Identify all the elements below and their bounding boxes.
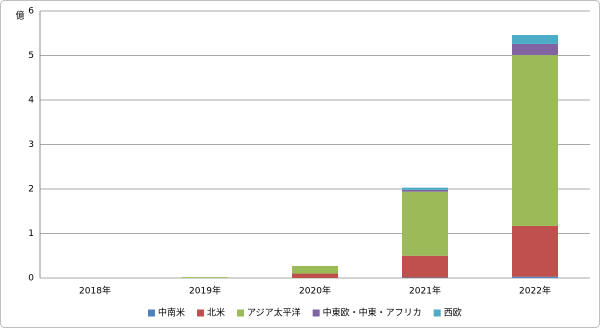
y-tick-label: 3 (28, 140, 34, 150)
legend-label: 中東欧・中東・アフリカ (323, 307, 422, 319)
x-tick-label: 2019年 (189, 285, 221, 297)
bar-segment (402, 191, 448, 256)
bar-segment (512, 35, 558, 44)
bar-segment (292, 273, 338, 278)
legend-swatch (433, 309, 441, 317)
x-tick-label: 2020年 (299, 285, 331, 297)
legend-label: 西欧 (444, 307, 462, 319)
y-tick-label: 0 (28, 274, 34, 284)
y-tick-label: 5 (28, 51, 34, 61)
legend-swatch (148, 309, 155, 317)
legend-swatch (197, 309, 205, 317)
bar-segment (512, 55, 558, 226)
legend-label: 中南米 (158, 307, 185, 319)
y-axis-label: 億 (15, 10, 24, 22)
x-tick-label: 2018年 (79, 285, 111, 297)
y-tick-label: 2 (28, 185, 34, 195)
y-tick-label: 4 (28, 96, 34, 106)
bar-segment (402, 187, 448, 190)
legend-label: アジア太平洋 (247, 307, 301, 319)
legend-swatch (312, 309, 320, 317)
bar-segment (292, 265, 338, 274)
bar-segment (182, 277, 228, 278)
y-tick-label: 1 (28, 229, 34, 239)
bar-segment (402, 255, 448, 278)
bar-segment (512, 276, 558, 278)
bar-segment (512, 225, 558, 277)
legend-swatch (237, 309, 245, 317)
bar-segment (512, 43, 558, 56)
legend-label: 北米 (207, 307, 225, 319)
x-tick-label: 2022年 (519, 285, 551, 297)
bar-segment (402, 189, 448, 192)
x-tick-label: 2021年 (409, 285, 441, 297)
y-tick-label: 6 (28, 7, 34, 17)
